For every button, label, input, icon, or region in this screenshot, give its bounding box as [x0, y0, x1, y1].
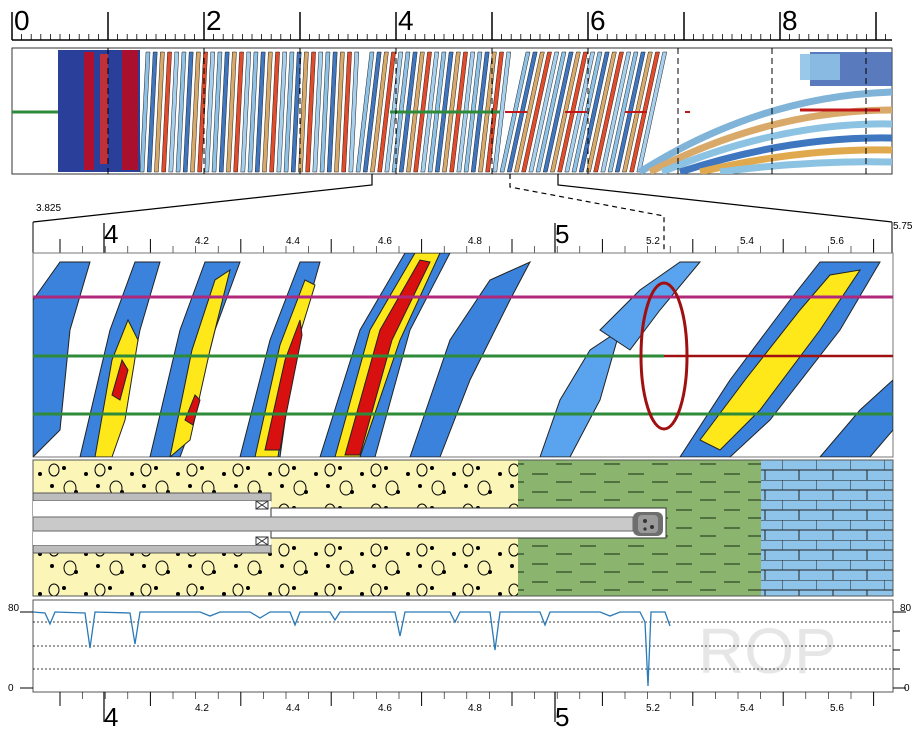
overview-label-8: 8 — [782, 5, 798, 36]
overview-stripe — [319, 51, 331, 173]
overview-stripe — [607, 51, 639, 173]
overview-stripe — [535, 51, 567, 173]
overview-stripe — [600, 51, 632, 173]
overview-stripe — [586, 51, 617, 173]
drill-bit-icon[interactable] — [633, 512, 663, 536]
overview-stripe — [578, 51, 610, 173]
overview-stripe — [190, 51, 201, 173]
bottom-major-4: 4 — [104, 702, 118, 732]
overview-stripe — [139, 51, 151, 173]
bottom-minor-4.8: 4.8 — [468, 703, 482, 714]
overview-stripe — [542, 51, 574, 173]
overview-stripe — [161, 51, 172, 173]
overview-stripe — [218, 51, 230, 173]
overview-stripe — [528, 51, 560, 173]
detail-minor-4.8: 4.8 — [468, 236, 482, 247]
overview-stripe — [146, 51, 158, 173]
detail-range-end: 5.75 — [893, 221, 913, 232]
detail-minor-4.4: 4.4 — [286, 236, 300, 247]
overview-stripe — [298, 51, 309, 173]
overview-stripe — [492, 51, 512, 173]
rop-curve — [32, 611, 671, 687]
overview-stripe — [154, 51, 165, 173]
overview-stripe — [355, 51, 375, 173]
overview-stripe — [182, 51, 194, 173]
overview-stripe — [247, 51, 259, 173]
detail-minor-5.4: 5.4 — [740, 236, 754, 247]
overview-stripe — [226, 51, 237, 173]
overview-stripe — [168, 51, 180, 173]
overview-stripe — [204, 51, 216, 173]
detail-minor-5.2: 5.2 — [646, 236, 660, 247]
overview-stripe — [305, 51, 316, 173]
detail-minor-4.6: 4.6 — [378, 236, 392, 247]
rop-watermark: ROP — [698, 615, 837, 687]
overview-stripe — [334, 51, 345, 173]
overview-label-2: 2 — [206, 5, 222, 36]
lithology-limestone — [761, 460, 893, 596]
rop-left-bottom: 0 — [8, 683, 14, 694]
bottom-minor-5.4: 5.4 — [740, 703, 754, 714]
overview-stripe — [593, 51, 624, 173]
overview-stripe — [348, 51, 360, 173]
overview-stripe — [262, 51, 273, 173]
bottom-minor-4.4: 4.4 — [286, 703, 300, 714]
overview-stripe — [521, 51, 552, 173]
detail-major-5: 5 — [555, 219, 569, 249]
rop-left-top: 80 — [8, 603, 20, 614]
rop-right-top: 80 — [900, 603, 912, 614]
detail-major-4: 4 — [104, 219, 118, 249]
bottom-ruler: 4 5 4.2 4.4 4.6 4.8 5.2 5.4 5.6 — [59, 692, 875, 732]
overview-stripe — [254, 51, 266, 173]
bottom-minor-5.6: 5.6 — [830, 703, 844, 714]
bottom-minor-5.2: 5.2 — [646, 703, 660, 714]
drill-pipe — [32, 516, 634, 532]
detail-ruler: 3.825 5.75 4 5 4.2 4.4 4.6 4.8 5.2 5.4 5… — [32, 203, 913, 254]
overview-stripe — [269, 51, 280, 173]
overview-stripe — [362, 51, 382, 173]
overview-stripe — [370, 51, 389, 173]
detail-image-track[interactable] — [32, 252, 894, 458]
overview-stripe — [290, 51, 302, 173]
overview-stripe — [233, 51, 244, 173]
detail-range-start: 3.825 — [36, 203, 61, 214]
overview-stripe — [283, 51, 295, 173]
rop-track[interactable]: ROP 80 0 80 0 — [8, 599, 912, 694]
overview-stripe — [175, 51, 187, 173]
detail-minor-4.2: 4.2 — [195, 236, 209, 247]
overview-stripe — [197, 51, 208, 173]
lithology-track — [32, 459, 894, 597]
overview-image-track[interactable] — [11, 47, 893, 175]
detail-minor-5.6: 5.6 — [830, 236, 844, 247]
overview-stripe — [636, 51, 668, 173]
overview-stripe — [211, 51, 223, 173]
overview-stripe — [514, 51, 545, 173]
bottom-minor-4.6: 4.6 — [378, 703, 392, 714]
overview-label-4: 4 — [398, 5, 414, 36]
bottom-major-5: 5 — [555, 702, 569, 732]
bottom-minor-4.2: 4.2 — [195, 703, 209, 714]
zoom-connectors — [32, 174, 893, 356]
overview-stripe — [240, 51, 252, 173]
overview-label-6: 6 — [590, 5, 606, 36]
overview-stripe — [326, 51, 338, 173]
overview-label-0: 0 — [14, 5, 30, 36]
overview-ruler: 0 2 4 6 8 — [11, 5, 892, 41]
overview-stripe — [341, 51, 352, 173]
overview-stripe — [312, 51, 324, 173]
overview-stripe — [276, 51, 288, 173]
highlight-ellipse[interactable] — [639, 281, 689, 431]
rop-right-bottom: 0 — [904, 683, 910, 694]
